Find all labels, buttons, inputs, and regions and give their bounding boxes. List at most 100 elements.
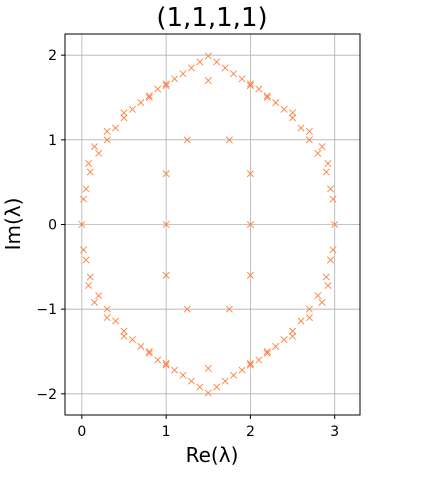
eigenvalue-point <box>289 327 297 335</box>
y-tick-label: 1 <box>48 133 57 149</box>
eigenvalue-point <box>230 371 238 379</box>
eigenvalue-point <box>246 359 254 367</box>
eigenvalue-point <box>280 105 288 113</box>
eigenvalue-point <box>162 170 170 178</box>
eigenvalue-point <box>162 80 170 88</box>
eigenvalue-point <box>246 220 254 229</box>
eigenvalue-point <box>255 85 263 93</box>
eigenvalue-point <box>246 80 254 88</box>
eigenvalue-point <box>196 383 204 391</box>
x-tick-label: 1 <box>162 424 171 440</box>
eigenvalue-point <box>120 114 128 122</box>
eigenvalue-point <box>225 305 233 313</box>
eigenvalue-point <box>246 361 254 369</box>
eigenvalue-point <box>145 349 153 357</box>
eigenvalue-point <box>324 281 332 289</box>
eigenvalue-point <box>289 114 297 122</box>
eigenvalue-point <box>137 99 145 107</box>
eigenvalue-point <box>85 281 93 289</box>
eigenvalue-point <box>289 109 297 117</box>
eigenvalue-point <box>128 105 136 113</box>
eigenvalue-point <box>280 336 288 344</box>
eigenvalue-point <box>103 305 111 313</box>
eigenvalue-point <box>162 82 170 90</box>
eigenvalue-point <box>322 168 330 176</box>
eigenvalue-point <box>297 317 305 325</box>
eigenvalue-point <box>297 124 305 132</box>
eigenvalue-point <box>86 273 94 281</box>
eigenvalue-point <box>314 292 322 300</box>
eigenvalue-point <box>305 314 313 322</box>
eigenvalue-point <box>112 317 120 325</box>
chart-title: (1,1,1,1) <box>156 3 267 33</box>
eigenvalue-point <box>263 92 271 100</box>
eigenvalue-point <box>80 195 88 203</box>
eigenvalue-point <box>78 220 86 229</box>
x-tick-label: 2 <box>246 424 255 440</box>
eigenvalue-point <box>162 220 170 229</box>
eigenvalue-point <box>213 58 221 66</box>
eigenvalue-point <box>204 364 212 372</box>
eigenvalue-point <box>145 92 153 100</box>
eigenvalue-point <box>204 77 212 85</box>
eigenvalue-point <box>145 93 153 102</box>
y-axis-label: Im(λ) <box>1 198 25 251</box>
eigenvalue-point <box>103 314 111 322</box>
eigenvalue-point <box>171 366 179 374</box>
eigenvalue-point <box>305 136 313 144</box>
y-tick-label: −2 <box>36 387 57 403</box>
eigenvalue-point <box>187 377 195 385</box>
eigenvalue-point <box>120 327 128 335</box>
eigenvalue-point <box>120 109 128 117</box>
eigenvalue-point <box>322 273 330 281</box>
eigenvalue-point <box>154 356 162 364</box>
eigenvalue-point <box>162 359 170 367</box>
eigenvalue-point <box>263 349 271 357</box>
eigenvalue-point <box>221 64 229 72</box>
eigenvalue-point <box>90 143 99 151</box>
eigenvalue-point <box>318 143 326 151</box>
eigenvalue-point <box>255 356 263 364</box>
scatter-points <box>78 52 339 397</box>
eigenvalue-point <box>246 271 254 279</box>
eigenvalue-point <box>179 70 187 78</box>
eigenvalue-point <box>183 305 191 313</box>
eigenvalue-point <box>324 160 332 168</box>
y-tick-label: 0 <box>48 218 57 234</box>
eigenvalue-point <box>128 336 136 344</box>
eigenvalue-point <box>263 347 271 356</box>
x-tick-label: 0 <box>77 424 86 440</box>
eigenvalue-point <box>305 127 313 135</box>
eigenvalue-point <box>162 361 170 369</box>
eigenvalue-point <box>154 85 162 93</box>
eigenvalue-point <box>329 195 337 203</box>
eigenvalue-point <box>145 347 153 356</box>
eigenvalue-point <box>230 70 238 78</box>
eigenvalue-point <box>187 64 195 72</box>
eigenvalue-point <box>326 185 335 193</box>
eigenvalue-point <box>263 93 271 102</box>
eigenvalue-point <box>246 82 254 90</box>
eigenvalue-point <box>238 75 246 83</box>
eigenvalue-point <box>183 136 191 144</box>
eigenvalue-point <box>95 149 103 157</box>
eigenvalue-point <box>103 127 111 135</box>
eigenvalue-point <box>162 271 170 279</box>
y-tick-label: 2 <box>48 48 57 64</box>
eigenvalue-point <box>246 170 254 178</box>
eigenvalue-point <box>238 366 246 374</box>
eigenvalue-point <box>326 256 335 264</box>
eigenvalue-point <box>331 220 339 229</box>
y-axis-ticks: −2 −1 0 1 2 <box>36 48 65 403</box>
x-axis-ticks: 0 1 2 3 <box>77 415 339 440</box>
eigenvalue-point <box>272 99 280 107</box>
eigenvalue-point <box>171 75 179 83</box>
eigenvalue-point <box>314 149 322 157</box>
eigenvalue-point <box>204 389 212 397</box>
eigenvalue-point <box>204 52 212 60</box>
x-tick-label: 3 <box>330 424 339 440</box>
eigenvalue-point <box>289 332 297 340</box>
eigenvalue-point <box>179 371 187 379</box>
eigenvalue-point <box>80 246 88 254</box>
grid-lines <box>65 34 360 415</box>
